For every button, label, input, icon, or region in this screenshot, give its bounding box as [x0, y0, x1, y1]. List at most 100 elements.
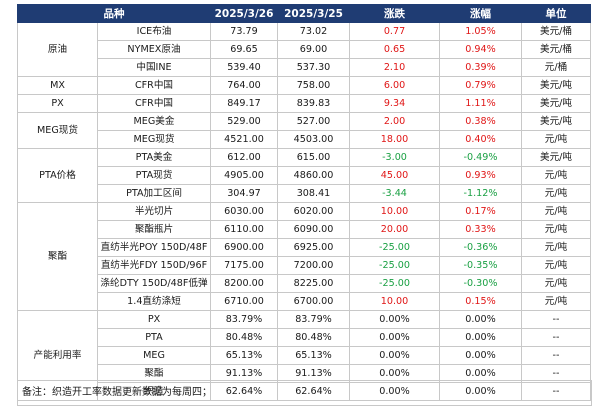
product-name-cell: CFR中国 [97, 94, 211, 113]
table-row: 聚酯 91.13% 91.13% 0.00% 0.00% -- [18, 364, 591, 383]
pct-change-cell: 1.11% [439, 94, 522, 113]
product-name-cell: PTA美金 [97, 148, 211, 167]
product-name-cell: 涤纶DTY 150D/48F低弹 [97, 274, 211, 293]
pct-change-cell: -0.30% [439, 274, 522, 293]
value-date1-cell: 6030.00 [210, 202, 278, 221]
unit-cell: 元/吨 [521, 220, 591, 239]
change-cell: 2.00 [349, 112, 440, 131]
unit-cell: 美元/桶 [521, 22, 591, 41]
product-name-cell: PTA加工区间 [97, 184, 211, 203]
pct-change-cell: 0.15% [439, 292, 522, 311]
change-cell: 9.34 [349, 94, 440, 113]
unit-cell: -- [521, 382, 591, 401]
header-unit: 单位 [521, 4, 591, 23]
product-name-cell: MEG美金 [97, 112, 211, 131]
value-date2-cell: 4503.00 [277, 130, 350, 149]
value-date2-cell: 615.00 [277, 148, 350, 167]
table-row: PTA 80.48% 80.48% 0.00% 0.00% -- [18, 328, 591, 347]
value-date2-cell: 80.48% [277, 328, 350, 347]
unit-cell: 元/吨 [521, 166, 591, 185]
product-name-cell: ICE布油 [97, 22, 211, 41]
unit-cell: -- [521, 346, 591, 365]
unit-cell: 美元/吨 [521, 94, 591, 113]
value-date2-cell: 4860.00 [277, 166, 350, 185]
value-date2-cell: 308.41 [277, 184, 350, 203]
unit-cell: 元/吨 [521, 256, 591, 275]
value-date2-cell: 6925.00 [277, 238, 350, 257]
unit-cell: 美元/吨 [521, 112, 591, 131]
change-cell: 0.00% [349, 382, 440, 401]
change-cell: 18.00 [349, 130, 440, 149]
table-row: 织造 62.64% 62.64% 0.00% 0.00% -- [18, 382, 591, 401]
change-cell: -25.00 [349, 274, 440, 293]
change-cell: 0.00% [349, 346, 440, 365]
header-change: 涨跌 [349, 4, 440, 23]
pct-change-cell: -1.12% [439, 184, 522, 203]
value-date1-cell: 764.00 [210, 76, 278, 95]
change-cell: 20.00 [349, 220, 440, 239]
change-cell: -25.00 [349, 256, 440, 275]
table-row: MEG现货 4521.00 4503.00 18.00 0.40% 元/吨 [18, 130, 591, 149]
pct-change-cell: 0.39% [439, 58, 522, 77]
product-name-cell: PTA现货 [97, 166, 211, 185]
product-name-cell: NYMEX原油 [97, 40, 211, 59]
pct-change-cell: 0.94% [439, 40, 522, 59]
price-table: 品种 2025/3/26 2025/3/25 涨跌 涨幅 单位 原油 ICE布油 7… [17, 4, 591, 401]
product-name-cell: 直纺半光FDY 150D/96F [97, 256, 211, 275]
value-date2-cell: 73.02 [277, 22, 350, 41]
pct-change-cell: -0.35% [439, 256, 522, 275]
pct-change-cell: 0.00% [439, 328, 522, 347]
table-row: NYMEX原油 69.65 69.00 0.65 0.94% 美元/桶 [18, 40, 591, 59]
value-date2-cell: 8225.00 [277, 274, 350, 293]
header-date2: 2025/3/25 [277, 4, 350, 23]
table-row: 聚酯瓶片 6110.00 6090.00 20.00 0.33% 元/吨 [18, 220, 591, 239]
value-date1-cell: 612.00 [210, 148, 278, 167]
change-cell: -25.00 [349, 238, 440, 257]
pct-change-cell: 0.00% [439, 346, 522, 365]
change-cell: 0.00% [349, 310, 440, 329]
table-row: 原油 ICE布油 73.79 73.02 0.77 1.05% 美元/桶 [17, 22, 591, 77]
category-cell: MX [17, 76, 98, 95]
table-row: 涤纶DTY 150D/48F低弹 8200.00 8225.00 -25.00 -0.3… [18, 274, 591, 293]
value-date1-cell: 849.17 [210, 94, 278, 113]
pct-change-cell: 0.33% [439, 220, 522, 239]
unit-cell: -- [521, 310, 591, 329]
value-date1-cell: 62.64% [210, 382, 278, 401]
value-date2-cell: 537.30 [277, 58, 350, 77]
value-date1-cell: 8200.00 [210, 274, 278, 293]
value-date2-cell: 6700.00 [277, 292, 350, 311]
pct-change-cell: 0.17% [439, 202, 522, 221]
table-row: MEG 65.13% 65.13% 0.00% 0.00% -- [18, 346, 591, 365]
value-date1-cell: 6110.00 [210, 220, 278, 239]
table-body: 原油 ICE布油 73.79 73.02 0.77 1.05% 美元/桶 NYMEX原油 69.… [17, 22, 591, 401]
category-cell: 产能利用率 [17, 310, 98, 401]
change-cell: -3.00 [349, 148, 440, 167]
category-cell: PTA价格 [17, 148, 98, 203]
table-row: PX CFR中国 849.17 839.83 9.34 1.11% 美元/吨 [17, 94, 591, 113]
unit-cell: 元/吨 [521, 202, 591, 221]
pct-change-cell: 0.93% [439, 166, 522, 185]
value-date2-cell: 527.00 [277, 112, 350, 131]
table-row: PTA价格 PTA美金 612.00 615.00 -3.00 -0.49% 美元/吨 [17, 148, 591, 203]
value-date2-cell: 7200.00 [277, 256, 350, 275]
product-name-cell: 中国INE [97, 58, 211, 77]
value-date2-cell: 83.79% [277, 310, 350, 329]
table-row: 直纺半光POY 150D/48F 6900.00 6925.00 -25.00 -0.3… [18, 238, 591, 257]
footnote: 备注：织造开工率数据更新数据为每周四； [17, 380, 592, 406]
value-date2-cell: 69.00 [277, 40, 350, 59]
unit-cell: 美元/吨 [521, 76, 591, 95]
value-date1-cell: 7175.00 [210, 256, 278, 275]
value-date1-cell: 73.79 [210, 22, 278, 41]
unit-cell: 元/吨 [521, 274, 591, 293]
pct-change-cell: -0.36% [439, 238, 522, 257]
category-cell: MEG现货 [17, 112, 98, 149]
value-date1-cell: 4521.00 [210, 130, 278, 149]
product-name-cell: PX [97, 310, 211, 329]
header-pct: 涨幅 [439, 4, 522, 23]
unit-cell: 元/桶 [521, 58, 591, 77]
pct-change-cell: 0.38% [439, 112, 522, 131]
pct-change-cell: 0.00% [439, 382, 522, 401]
unit-cell: 元/吨 [521, 292, 591, 311]
pct-change-cell: -0.49% [439, 148, 522, 167]
table-row: PTA加工区间 304.97 308.41 -3.44 -1.12% 元/吨 [18, 184, 591, 203]
